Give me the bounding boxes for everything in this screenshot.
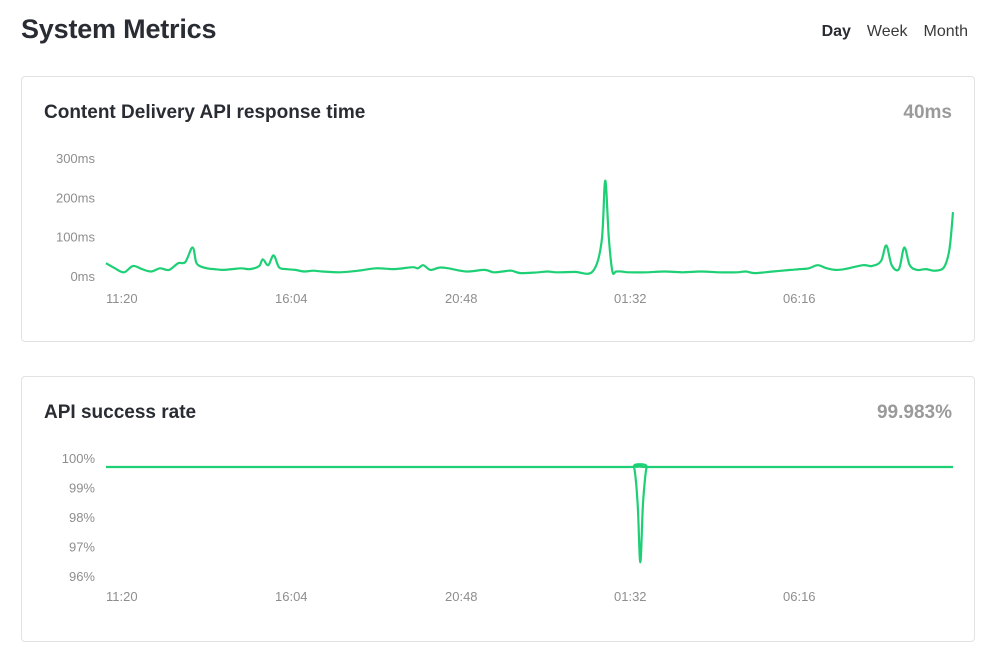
y-tick-label: 200ms	[56, 190, 96, 205]
current-success-rate: 99.983%	[876, 402, 952, 423]
success-rate-card: API success rate 99.983% 100% 99% 98% 97% 96…	[21, 376, 975, 642]
y-tick-label: 0ms	[70, 269, 95, 284]
success-rate-chart: 100% 99% 98% 97% 96% 11:20 16:04 20:48 01:32 06:1…	[62, 451, 953, 604]
x-tick-label: 01:32	[614, 589, 647, 604]
tab-day[interactable]: Day	[821, 23, 851, 40]
response-time-card: Content Delivery API response time 40ms …	[21, 76, 975, 342]
y-tick-label: 100%	[62, 451, 96, 466]
x-tick-label: 16:04	[275, 291, 308, 306]
series-line	[106, 463, 953, 564]
time-range-tabs: Day Week Month	[822, 23, 968, 41]
x-tick-label: 06:16	[783, 291, 816, 306]
card-title: Content Delivery API response time	[44, 102, 366, 123]
x-tick-label: 20:48	[445, 291, 478, 306]
tab-month[interactable]: Month	[923, 23, 968, 40]
x-tick-label: 16:04	[275, 589, 308, 604]
response-time-chart: 300ms 200ms 100ms 0ms 11:20 16:04 20:48 01:32 06…	[56, 151, 955, 306]
tab-week[interactable]: Week	[866, 23, 908, 40]
x-tick-label: 01:32	[614, 291, 647, 306]
page-title: System Metrics	[21, 14, 217, 44]
card-title: API success rate	[44, 402, 197, 423]
x-tick-label: 11:20	[106, 291, 138, 306]
y-tick-label: 300ms	[56, 151, 96, 166]
y-tick-label: 99%	[69, 481, 95, 496]
x-tick-label: 11:20	[106, 589, 138, 604]
x-tick-label: 20:48	[445, 589, 478, 604]
y-tick-label: 96%	[69, 569, 95, 584]
x-tick-label: 06:16	[783, 589, 816, 604]
series-line	[105, 179, 955, 276]
current-response-time: 40ms	[903, 102, 952, 123]
y-tick-label: 100ms	[56, 230, 96, 245]
y-tick-label: 98%	[69, 510, 95, 525]
y-tick-label: 97%	[69, 540, 95, 555]
